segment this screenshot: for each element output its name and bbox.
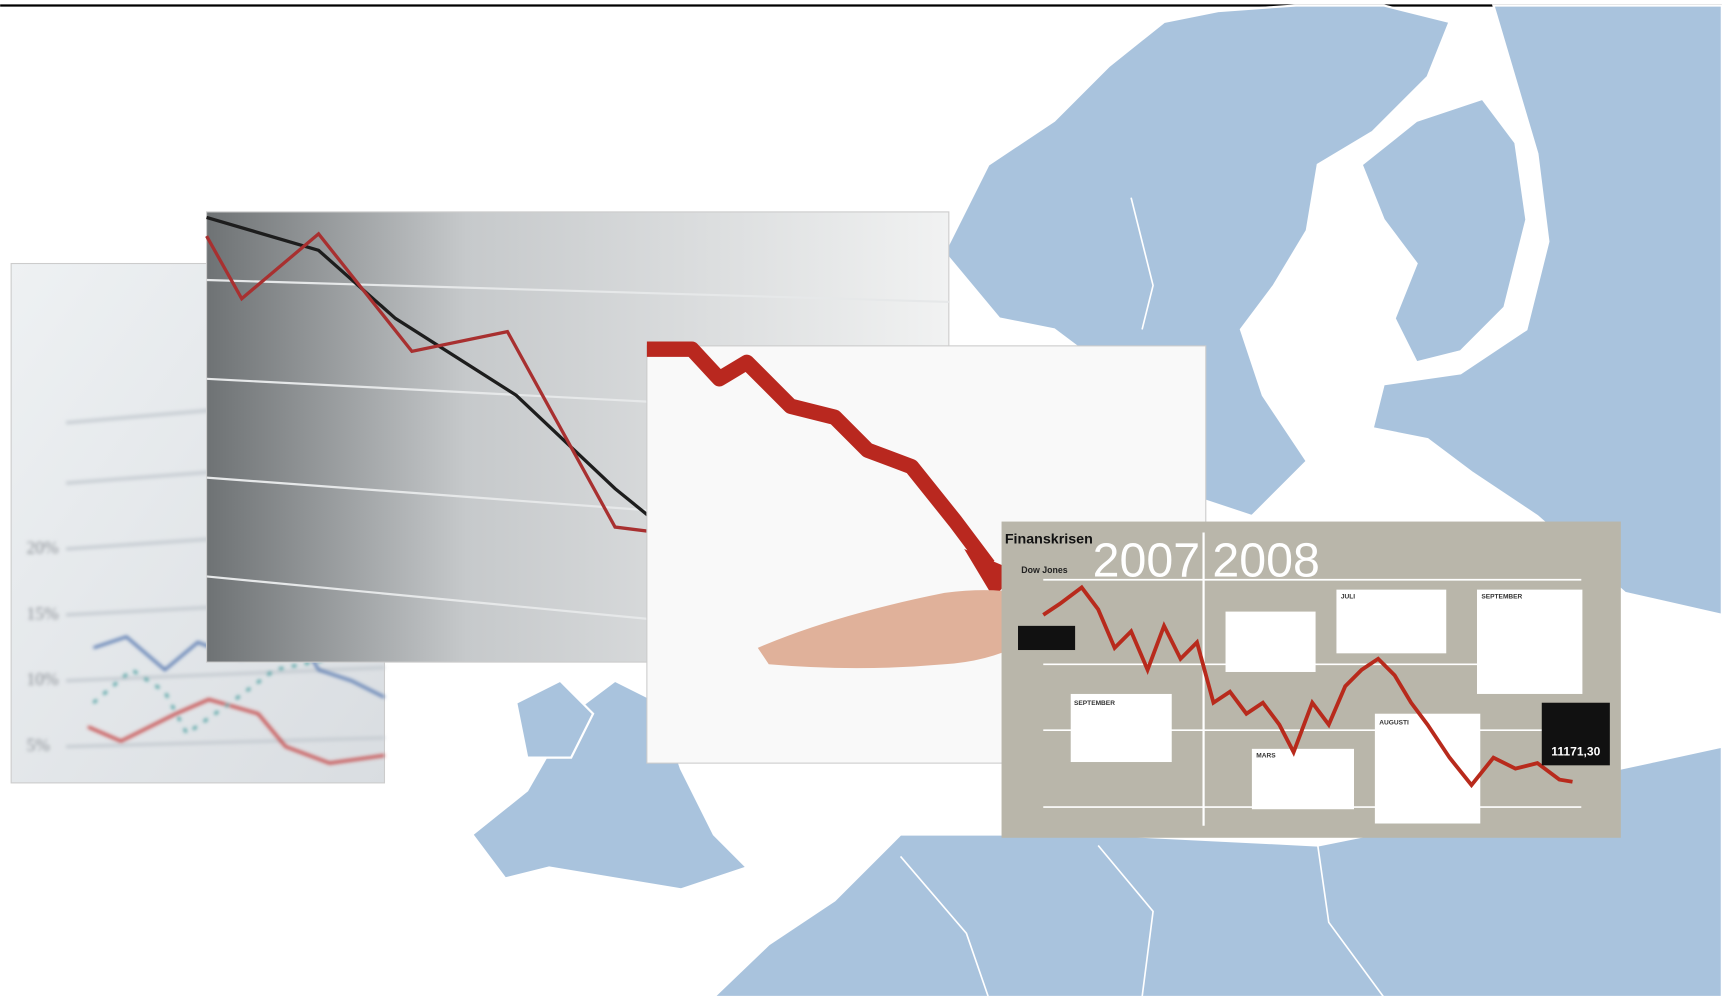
- section-heading: JULI: [1341, 593, 1355, 600]
- infographic-title: Finanskrisen: [1005, 532, 1093, 548]
- map-borders: [899, 197, 1385, 997]
- section-heading: MARS: [1256, 753, 1276, 760]
- europe-map: [470, 4, 1722, 997]
- axis-label: 10%: [27, 669, 60, 689]
- axis-label: 20%: [27, 537, 60, 557]
- infographic-photo: Finanskrisen Dow Jones 2007 2008 SEPTEMB…: [1001, 521, 1621, 838]
- section-heading: SEPTEMBER: [1074, 700, 1115, 707]
- infographic-subtitle: Dow Jones: [1021, 565, 1067, 575]
- axis-label: 5%: [27, 735, 51, 755]
- axis-label: 15%: [27, 603, 60, 623]
- year: 2008: [1212, 533, 1319, 587]
- year: 2007: [1093, 533, 1200, 587]
- section-heading: AUGUSTI: [1379, 720, 1409, 727]
- end-value: 11171,30: [1551, 744, 1600, 758]
- section-heading: SEPTEMBER: [1481, 593, 1522, 600]
